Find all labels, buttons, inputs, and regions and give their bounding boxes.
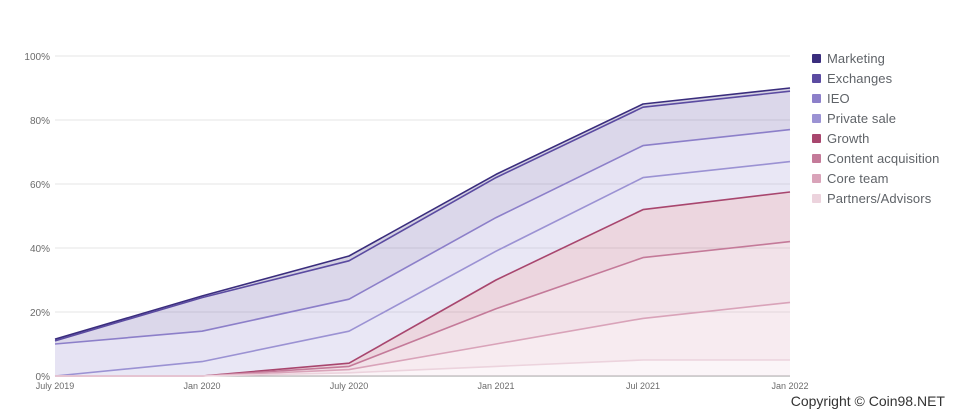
- legend-label: Growth: [827, 130, 870, 146]
- legend-item: Exchanges: [812, 68, 939, 88]
- x-tick-label: Jan 2020: [183, 381, 220, 391]
- y-tick-label: 20%: [30, 308, 50, 319]
- y-tick-label: 40%: [30, 244, 50, 255]
- legend-item: Content acquisition: [812, 148, 939, 168]
- legend-item: Growth: [812, 128, 939, 148]
- legend-item: Private sale: [812, 108, 939, 128]
- line-private-sale: [54, 160, 791, 377]
- x-tick-label: July 2019: [36, 381, 75, 391]
- legend-item: Marketing: [812, 48, 939, 68]
- line-marketing: [54, 87, 791, 340]
- legend-swatch: [812, 193, 821, 203]
- legend-swatch: [812, 73, 821, 83]
- area-growth: [55, 192, 790, 376]
- legend-item: Partners/Advisors: [812, 188, 939, 208]
- copyright-notice: Copyright © Coin98.NET: [790, 393, 945, 409]
- legend-swatch: [812, 173, 821, 183]
- legend-swatch: [812, 153, 821, 163]
- legend-swatch: [812, 53, 821, 63]
- x-tick-label: Jan 2022: [771, 381, 808, 391]
- legend-label: Core team: [827, 170, 889, 186]
- line-exchanges: [54, 90, 791, 342]
- legend-label: Private sale: [827, 110, 897, 126]
- legend-item: Core team: [812, 168, 939, 188]
- legend-label: Exchanges: [827, 70, 893, 86]
- x-tick-label: July 2020: [330, 381, 369, 391]
- y-tick-label: 100%: [24, 52, 50, 63]
- area-private-sale: [55, 161, 790, 376]
- legend-swatch: [812, 93, 821, 103]
- legend-label: Marketing: [827, 50, 885, 66]
- legend-swatch: [812, 133, 821, 143]
- x-tick-label: Jan 2021: [477, 381, 514, 391]
- y-tick-label: 80%: [30, 116, 50, 127]
- area-content-acquisition: [55, 241, 790, 376]
- legend-item: IEO: [812, 88, 939, 108]
- line-ieo: [54, 128, 791, 345]
- chart-legend: Marketing Exchanges IEO Private sale Growth C…: [812, 48, 939, 208]
- area-partners-advisors: [55, 360, 790, 376]
- area-ieo: [55, 129, 790, 376]
- legend-swatch: [812, 113, 821, 123]
- y-tick-label: 0%: [36, 372, 51, 383]
- area-exchanges: [55, 91, 790, 344]
- legend-label: Partners/Advisors: [827, 190, 932, 206]
- line-partners-advisors: [55, 359, 790, 377]
- legend-label: IEO: [827, 90, 850, 106]
- y-tick-label: 60%: [30, 180, 50, 191]
- area-core-team: [55, 302, 790, 376]
- legend-label: Content acquisition: [827, 150, 940, 166]
- x-tick-label: Jul 2021: [626, 381, 660, 391]
